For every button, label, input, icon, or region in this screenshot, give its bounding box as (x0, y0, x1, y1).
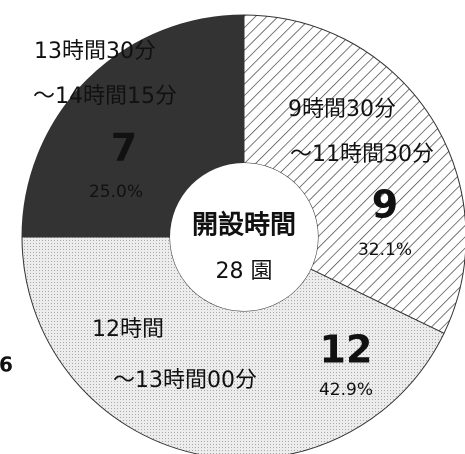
slice-percent: 25.0% (89, 182, 143, 202)
slice-value: 9 (372, 183, 398, 227)
slice-category: 〜14時間15分 (33, 84, 177, 109)
center-subtitle: 28 園 (216, 259, 273, 284)
center-title: 開設時間 (192, 210, 296, 241)
donut-hole (170, 163, 318, 311)
slice-category: 9時間30分 (288, 97, 396, 122)
slice-value: 7 (111, 126, 137, 170)
slice-category: 〜13時間00分 (113, 368, 257, 393)
slice-percent: 42.9% (319, 380, 373, 400)
slice-value: 12 (320, 328, 373, 372)
slice-category: 〜11時間30分 (290, 142, 434, 167)
slice-category: 13時間30分 (34, 39, 156, 64)
slice-percent: 32.1% (358, 240, 412, 260)
annotation: 6 (0, 353, 13, 377)
slice-category: 12時間 (92, 317, 164, 342)
